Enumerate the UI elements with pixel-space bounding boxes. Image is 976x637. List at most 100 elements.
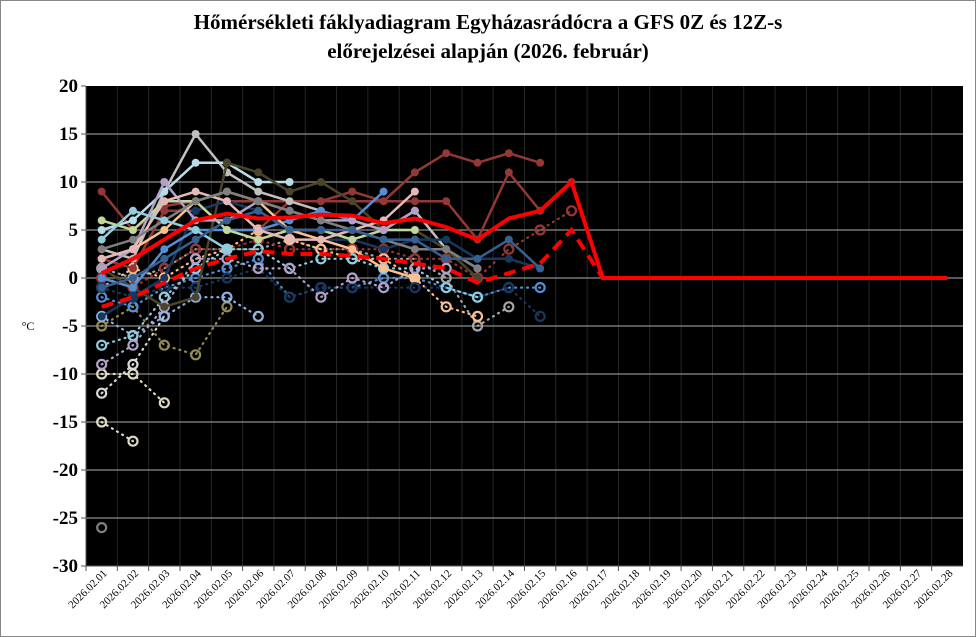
ensemble-max-point	[254, 197, 263, 206]
ensemble-max-point	[348, 226, 357, 234]
ensemble-min-point	[377, 282, 390, 294]
y-tick-label: -20	[53, 460, 78, 481]
ensemble-min-point	[283, 291, 296, 303]
ensemble-max-point	[191, 235, 200, 244]
y-tick-label: 5	[69, 220, 79, 241]
ensemble-min-point	[252, 262, 264, 274]
ensemble-max-point	[128, 274, 137, 282]
ensemble-max-point	[222, 197, 231, 206]
y-axis-label: °C	[22, 319, 35, 333]
ensemble-min-point	[315, 291, 327, 303]
ensemble-min-point	[503, 243, 515, 255]
y-tick-label: -25	[53, 508, 78, 529]
ensemble-max-point	[410, 168, 419, 177]
ensemble-max-point	[97, 226, 106, 234]
ensemble-max-point	[442, 245, 451, 254]
ensemble-max-point	[160, 197, 169, 206]
ensemble-max-point	[316, 226, 325, 234]
ensemble-min-point	[96, 521, 108, 534]
ensemble-max-point	[285, 178, 294, 186]
ensemble-max-point	[128, 235, 137, 244]
y-tick-label: 0	[69, 268, 79, 289]
ensemble-min-line	[100, 267, 542, 318]
ensemble-max-point	[410, 245, 419, 254]
ensemble-min-point	[221, 291, 233, 303]
ensemble-max-point	[285, 197, 294, 206]
y-tick-label: -5	[62, 316, 78, 337]
ensemble-min-line	[100, 420, 135, 443]
ensemble-max-point	[285, 226, 294, 234]
mean-max-line	[100, 178, 948, 280]
ensemble-max-point	[285, 187, 294, 196]
ensemble-min-point	[190, 253, 202, 265]
ensemble-min-point	[377, 262, 390, 274]
ensemble-max-point	[97, 254, 106, 263]
ensemble-max-point	[285, 235, 294, 244]
ensemble-max-point	[191, 226, 200, 234]
ensemble-max-point	[97, 274, 106, 282]
ensemble-min-point	[221, 272, 233, 284]
ensemble-max-point	[128, 264, 137, 273]
ensemble-min-line	[100, 372, 166, 404]
ensemble-min-point	[127, 435, 139, 447]
ensemble-max-point	[191, 187, 200, 196]
ensemble-max-point	[160, 274, 169, 282]
ensemble-max-point	[536, 158, 545, 167]
ensemble-min-line	[100, 296, 260, 337]
ensemble-max-point	[222, 216, 231, 225]
ensemble-min-point	[346, 253, 358, 265]
ensemble-max-point	[254, 206, 263, 215]
ensemble-max-point	[254, 168, 263, 177]
ensemble-max-point	[191, 130, 200, 138]
ensemble-max-point	[348, 197, 357, 206]
ensemble-min-point	[503, 301, 515, 313]
ensemble-max-point	[160, 226, 169, 234]
ensemble-max-point	[410, 197, 419, 206]
ensemble-min-point	[158, 397, 170, 409]
ensemble-min-point	[534, 282, 546, 294]
ensemble-max-point	[504, 235, 513, 244]
ensemble-max-point	[348, 245, 357, 254]
y-tick-label: 15	[59, 124, 78, 145]
ensemble-max-point	[254, 226, 263, 234]
ensemble-max-point	[442, 254, 451, 263]
ensemble-min-line	[100, 315, 166, 395]
ensemble-max-point	[222, 187, 231, 196]
ensemble-max-point	[504, 149, 513, 158]
ensemble-max-point	[410, 226, 419, 234]
ensemble-min-point	[127, 339, 139, 351]
ensemble-max-point	[254, 187, 263, 196]
ensemble-min-point	[440, 282, 452, 294]
ensemble-max-point	[222, 226, 231, 234]
ensemble-min-point	[190, 349, 202, 361]
ensemble-min-point	[96, 310, 108, 322]
ensemble-min-point	[471, 310, 484, 322]
ensemble-max-point	[191, 197, 200, 206]
ensemble-max-point	[97, 283, 106, 292]
ensemble-max-point	[379, 264, 388, 273]
ensemble-min-point	[534, 310, 546, 322]
ensemble-max-point	[379, 245, 388, 254]
ensemble-max-point	[379, 187, 388, 196]
chart-title-line2: előrejelzései alapján (2026. február)	[327, 39, 649, 63]
ensemble-max-point	[442, 235, 451, 244]
ensemble-max-point	[285, 206, 294, 215]
ensemble-max-point	[160, 178, 169, 186]
ensemble-max-point	[254, 235, 263, 244]
ensemble-max-point	[191, 206, 200, 215]
ensemble-max-point	[128, 216, 137, 225]
y-tick-label: 20	[59, 76, 78, 97]
ensemble-min-point	[565, 205, 578, 217]
ensemble-min-point	[252, 243, 264, 255]
y-tick-label: -10	[53, 364, 78, 385]
ensemble-min-point	[252, 310, 264, 322]
ensemble-max-point	[410, 187, 419, 196]
ensemble-min-point	[96, 387, 108, 399]
ensemble-max-point	[191, 158, 200, 167]
ensemble-max-point	[379, 226, 388, 234]
ensemble-min-line	[100, 305, 229, 357]
ensemble-max-point	[316, 216, 325, 225]
ensemble-max-point	[316, 197, 325, 206]
ensemble-max-point	[160, 245, 169, 254]
y-tick-label: -15	[53, 412, 78, 433]
